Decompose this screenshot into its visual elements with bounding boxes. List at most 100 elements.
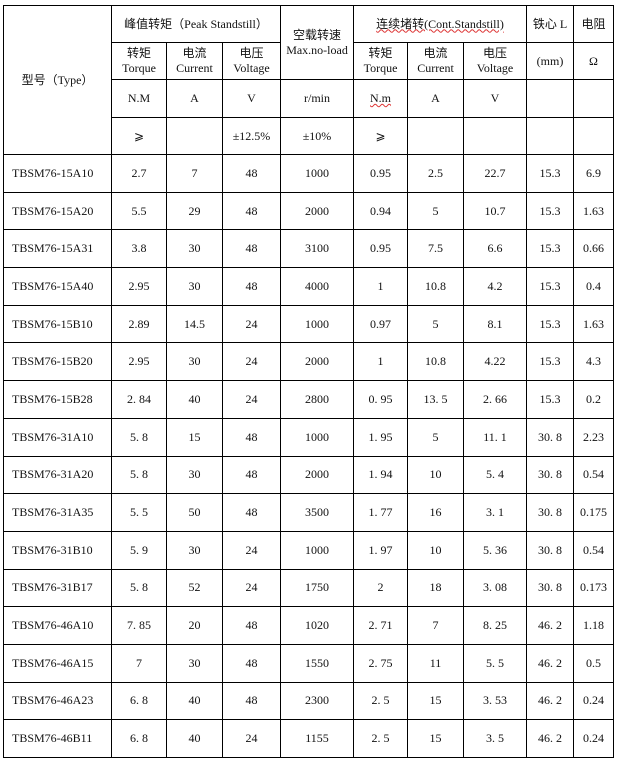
type-header: 型号（Type） (3, 5, 112, 155)
model-cell: TBSM76-46A10 (3, 606, 112, 645)
value-cell: 24 (221, 342, 282, 382)
value-cell: 0.24 (573, 681, 615, 721)
value-cell: 5 (407, 417, 465, 457)
value-cell: 10.8 (407, 267, 465, 306)
value-cell: 48 (221, 606, 282, 645)
table-row: TBSM76-15A40 2.95 30 48 4000 1 10.8 4.2 15.3 0.4 (3, 267, 615, 306)
unit-cell: V (221, 79, 282, 118)
model-cell: TBSM76-15B20 (3, 342, 112, 382)
value-cell: 15.3 (526, 304, 575, 344)
value-cell: 15 (407, 719, 465, 758)
value-cell: 0.95 (353, 154, 409, 193)
table-row: TBSM76-15A20 5.5 29 48 2000 0.94 5 10.7 15.3 1.63 (3, 191, 615, 231)
model-cell: TBSM76-31A20 (3, 455, 112, 495)
value-cell: 2.95 (111, 342, 167, 382)
value-cell: 1000 (280, 417, 355, 457)
value-cell: 3. 1 (463, 493, 528, 532)
value-cell: 20 (166, 606, 223, 645)
value-cell: 2000 (280, 342, 355, 382)
value-cell: 6.9 (573, 154, 615, 193)
value-cell: 5. 36 (463, 530, 528, 570)
value-cell: 5. 8 (111, 417, 167, 457)
value-cell: 14.5 (166, 304, 223, 344)
model-cell: TBSM76-15A40 (3, 267, 112, 306)
value-cell: 3500 (280, 493, 355, 532)
table-row: TBSM76-15B20 2.95 30 24 2000 1 10.8 4.22 15.3 4.3 (3, 342, 615, 382)
value-cell: 30 (166, 342, 223, 382)
value-cell: 7 (166, 154, 223, 193)
table-row: TBSM76-31A10 5. 8 15 48 1000 1. 95 5 11. 1 30. 8… (3, 417, 615, 457)
value-cell: 29 (166, 191, 223, 231)
tolerance-cell: ±12.5% (221, 117, 282, 155)
value-cell: 46. 2 (526, 719, 575, 758)
value-cell: 5 (407, 191, 465, 231)
model-cell: TBSM76-46A15 (3, 643, 112, 683)
value-cell: 0.173 (573, 568, 615, 608)
motor-spec-table: 型号（Type） 峰值转矩（Peak Standstill） 空载转速 Max.… (3, 5, 615, 758)
model-cell: TBSM76-15B28 (3, 380, 112, 419)
value-cell: 0.4 (573, 267, 615, 306)
value-cell: 13. 5 (407, 380, 465, 419)
table-row: TBSM76-31A20 5. 8 30 48 2000 1. 94 10 5. 4 30. 8… (3, 455, 615, 495)
value-cell: 48 (221, 154, 282, 193)
value-cell: 2800 (280, 380, 355, 419)
value-cell: 0.66 (573, 229, 615, 269)
model-cell: TBSM76-15A31 (3, 229, 112, 269)
value-cell: 15.3 (526, 191, 575, 231)
model-cell: TBSM76-46A23 (3, 681, 112, 721)
value-cell: 11 (407, 643, 465, 683)
value-cell: 30 (166, 455, 223, 495)
model-cell: TBSM76-31B10 (3, 530, 112, 570)
empty-cell (166, 117, 223, 155)
empty-cell (526, 79, 575, 118)
model-cell: TBSM76-15A20 (3, 191, 112, 231)
value-cell: 0.94 (353, 191, 409, 231)
value-cell: 48 (221, 267, 282, 306)
table-row: TBSM76-15B10 2.89 14.5 24 1000 0.97 5 8.1 15.3 1.… (3, 304, 615, 344)
value-cell: 1.18 (573, 606, 615, 645)
tolerance-cell: ±10% (280, 117, 355, 155)
cont-voltage-header: 电压 Voltage (463, 42, 528, 80)
value-cell: 1 (353, 342, 409, 382)
noload-header: 空载转速 Max.no-load (280, 5, 355, 80)
value-cell: 24 (221, 304, 282, 344)
peak-current-header: 电流 Current (166, 42, 223, 80)
value-cell: 30. 8 (526, 493, 575, 532)
value-cell: 1. 97 (353, 530, 409, 570)
peak-header: 峰值转矩（Peak Standstill） (110, 5, 282, 43)
value-cell: 5. 5 (111, 493, 167, 532)
value-cell: 40 (166, 681, 223, 721)
empty-cell (463, 117, 528, 155)
table-row: TBSM76-15A10 2.7 7 48 1000 0.95 2.5 22.7 15.3 6.9 (3, 154, 615, 193)
value-cell: 48 (221, 643, 282, 683)
value-cell: 3. 5 (463, 719, 528, 758)
value-cell: 2.95 (111, 267, 167, 306)
value-cell: 2000 (280, 191, 355, 231)
value-cell: 15.3 (526, 154, 575, 193)
value-cell: 0.54 (573, 530, 615, 570)
table-row: TBSM76-46A23 6. 8 40 48 2300 2. 5 15 3. 53 46. 2… (3, 681, 615, 721)
value-cell: 48 (221, 493, 282, 532)
value-cell: 8. 25 (463, 606, 528, 645)
value-cell: 5. 8 (111, 455, 167, 495)
tolerance-cell: ⩾ (111, 117, 167, 155)
value-cell: 24 (221, 380, 282, 419)
value-cell: 2.7 (111, 154, 167, 193)
value-cell: 1. 94 (353, 455, 409, 495)
value-cell: 2 (353, 568, 409, 608)
unit-cell: r/min (280, 79, 355, 118)
value-cell: 0.2 (573, 380, 615, 419)
cont-header: 连续堵转(Cont.Standstill) (353, 5, 528, 43)
value-cell: 6. 8 (111, 681, 167, 721)
value-cell: 2. 75 (353, 643, 409, 683)
unit-cell: V (463, 79, 528, 118)
value-cell: 7.5 (407, 229, 465, 269)
value-cell: 48 (221, 229, 282, 269)
value-cell: 30. 8 (526, 568, 575, 608)
value-cell: 15 (166, 417, 223, 457)
resist-unit: Ω (573, 42, 615, 80)
value-cell: 46. 2 (526, 681, 575, 721)
value-cell: 1.63 (573, 304, 615, 344)
value-cell: 1550 (280, 643, 355, 683)
table-row: TBSM76-15A31 3.8 30 48 3100 0.95 7.5 6.6 15.3 0.6… (3, 229, 615, 269)
